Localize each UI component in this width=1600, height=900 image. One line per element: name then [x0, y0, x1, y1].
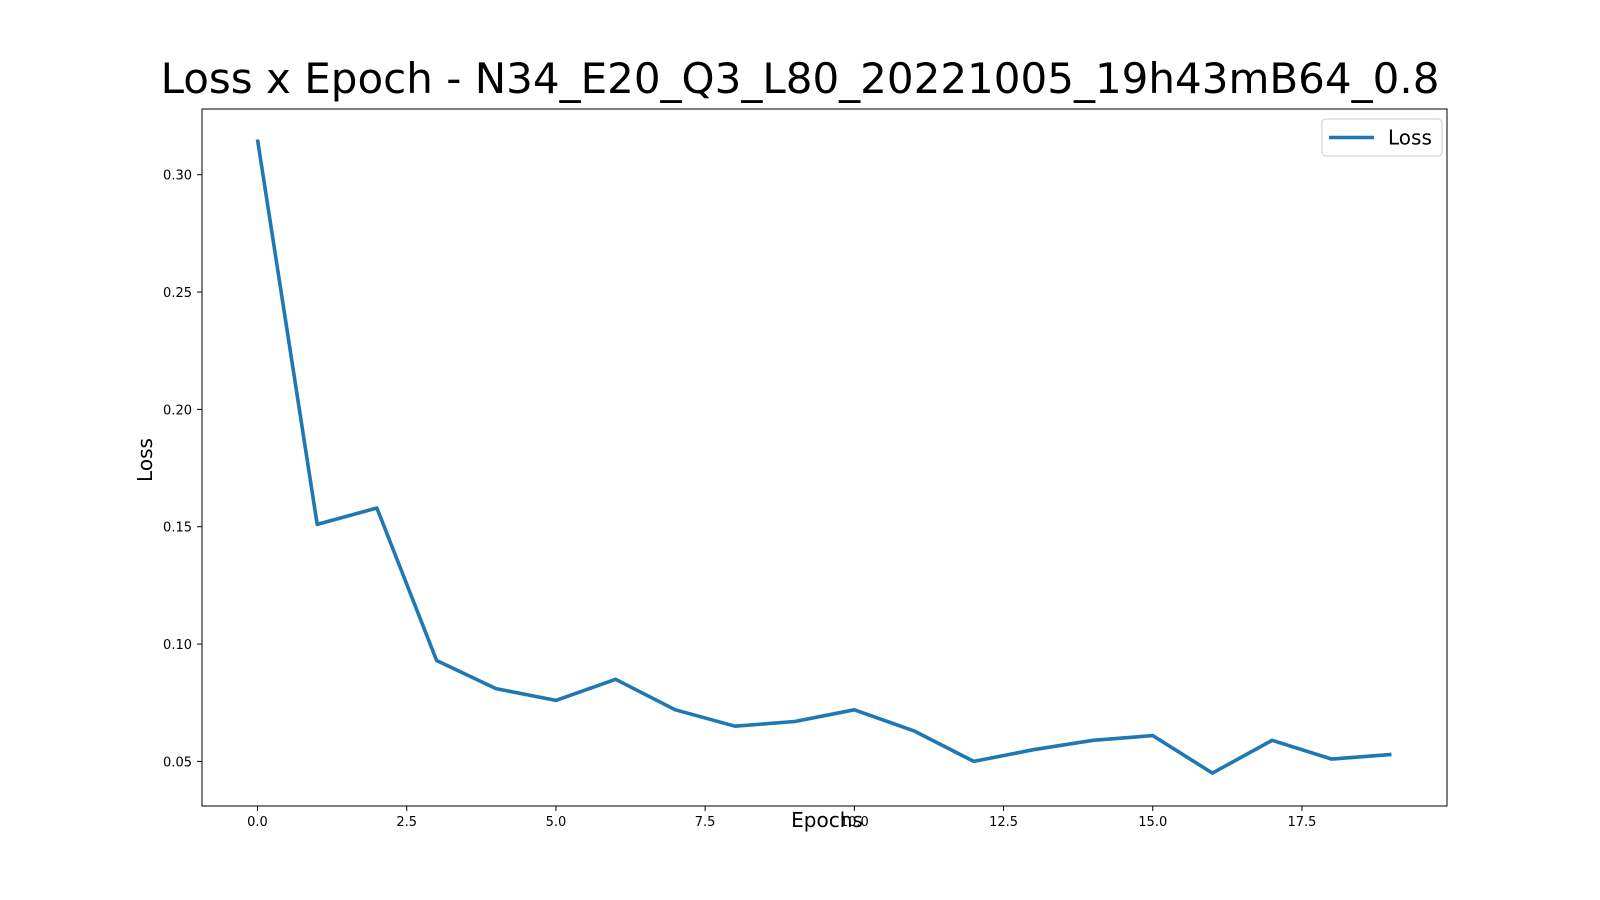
- series-lines: [255, 139, 1392, 775]
- y-tick-label: 0.05: [163, 755, 192, 770]
- legend-box: [1321, 118, 1443, 157]
- x-tick-label: 15.0: [1138, 815, 1167, 830]
- y-axis-label: Loss: [133, 438, 157, 482]
- x-tick-label: 2.5: [396, 815, 417, 830]
- x-tick-label: 5.0: [546, 815, 567, 830]
- y-tick-label: 0.25: [163, 286, 192, 301]
- x-tick-label: 10.0: [840, 815, 869, 830]
- x-tick-label: 17.5: [1287, 815, 1316, 830]
- y-tick-label: 0.30: [163, 169, 192, 184]
- x-axis-label: Epochs: [791, 808, 863, 832]
- legend: Loss: [1321, 118, 1443, 157]
- y-tick-label: 0.20: [163, 403, 192, 418]
- chart-title: Loss x Epoch - N34_E20_Q3_L80_20221005_1…: [160, 54, 1440, 103]
- x-tick-label: 7.5: [695, 815, 716, 830]
- x-tick-label: 12.5: [989, 815, 1018, 830]
- x-tick-label: 0.0: [247, 815, 268, 830]
- y-tick-label: 0.10: [163, 638, 192, 653]
- y-tick-label: 0.15: [163, 521, 192, 536]
- series-line-loss: [255, 139, 1392, 775]
- x-axis-ticks: 0.0 2.5 5.0 7.5 10.0 12.5 15.0 17.5: [247, 806, 1316, 830]
- axes-frame: [201, 108, 1448, 807]
- legend-label: Loss: [1388, 126, 1432, 150]
- y-axis-ticks: 0.05 0.10 0.15 0.20 0.25 0.30: [163, 169, 202, 770]
